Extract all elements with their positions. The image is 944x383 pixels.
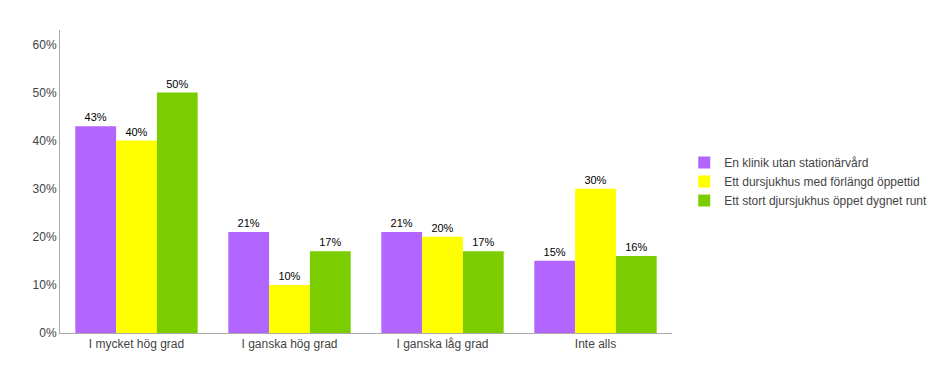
svg-text:0%: 0% [39,326,57,340]
svg-text:Ett stort djursjukhus öppet dy: Ett stort djursjukhus öppet dygnet runt [724,194,927,208]
svg-text:30%: 30% [584,174,606,186]
svg-text:40%: 40% [33,134,57,148]
svg-text:50%: 50% [166,78,188,90]
svg-text:17%: 17% [319,236,341,248]
svg-text:40%: 40% [125,126,147,138]
svg-text:En klinik utan stationärvård: En klinik utan stationärvård [724,156,868,170]
svg-text:60%: 60% [33,38,57,52]
svg-text:20%: 20% [431,222,453,234]
svg-text:10%: 10% [278,270,300,282]
svg-text:17%: 17% [472,236,494,248]
svg-text:21%: 21% [391,217,413,229]
svg-text:21%: 21% [238,217,260,229]
svg-text:10%: 10% [33,278,57,292]
svg-text:Ett dursjukhus med förlängd öp: Ett dursjukhus med förlängd öppettid [724,175,919,189]
svg-text:30%: 30% [33,182,57,196]
svg-text:I ganska låg grad: I ganska låg grad [396,337,488,351]
svg-text:I mycket hög grad: I mycket hög grad [89,337,184,351]
svg-text:50%: 50% [33,86,57,100]
svg-text:15%: 15% [544,246,566,258]
svg-text:I ganska hög grad: I ganska hög grad [241,337,337,351]
svg-text:43%: 43% [85,111,107,123]
svg-text:Inte alls: Inte alls [575,337,616,351]
svg-text:20%: 20% [33,230,57,244]
svg-text:16%: 16% [625,241,647,253]
